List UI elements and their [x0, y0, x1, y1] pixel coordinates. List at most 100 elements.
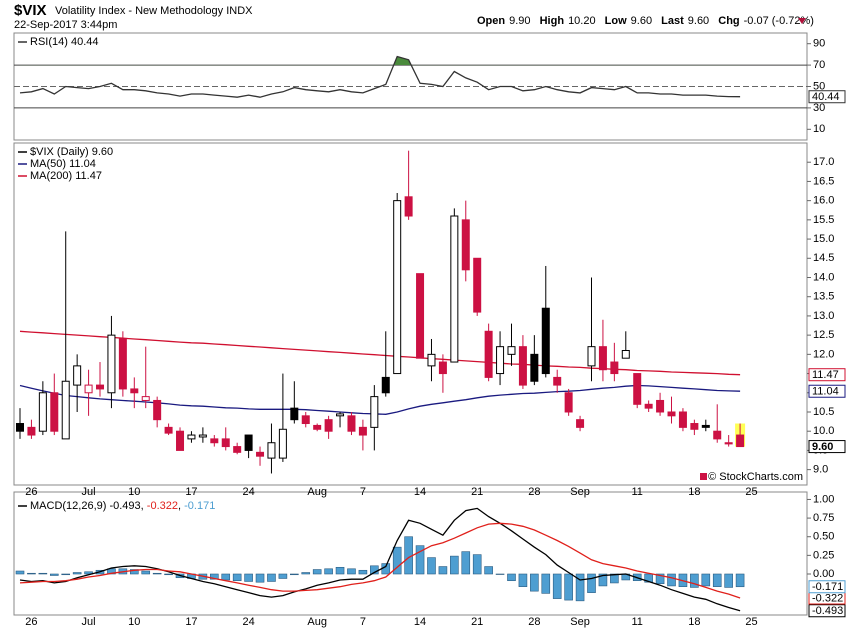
x-tick-label: 28 — [528, 616, 540, 628]
histogram-bar — [84, 571, 93, 575]
x-tick-label: 7 — [360, 486, 366, 498]
y-tick-label: 1.00 — [813, 493, 834, 505]
value-tag-box — [808, 604, 846, 618]
value-tag-box — [808, 384, 846, 398]
histogram-bar — [61, 573, 71, 576]
histogram-bar — [587, 573, 596, 593]
histogram-bar — [301, 572, 311, 575]
logo-icon — [700, 473, 707, 480]
candle-body — [667, 411, 676, 417]
histogram-bar — [15, 570, 25, 575]
legend-entry: $VIX (Daily) 9.60 — [30, 146, 113, 158]
candle-body — [244, 434, 253, 451]
histogram-bar — [221, 573, 231, 581]
candle-body — [644, 403, 653, 409]
histogram-bar — [267, 573, 276, 582]
candle-body — [176, 430, 185, 451]
date: 22-Sep-2017 3:44pm — [14, 19, 117, 31]
histogram-bar — [27, 572, 36, 575]
y-tick-label: 30 — [813, 102, 825, 114]
panel-frame — [13, 142, 808, 486]
histogram-bar — [438, 566, 448, 575]
security-name: Volatility Index - New Methodology INDX — [55, 5, 253, 17]
x-tick-label: Jul — [82, 486, 96, 498]
overbought-area — [393, 56, 412, 66]
value-tag-box — [808, 368, 846, 382]
y-tick-label: 13.0 — [813, 310, 834, 322]
series-line — [19, 55, 741, 98]
x-tick-label: 17 — [185, 486, 197, 498]
legend-entry: RSI(14) 40.44 — [30, 36, 98, 48]
histogram-bar — [49, 573, 59, 576]
candle-body — [438, 361, 447, 375]
y-tick-label: 50 — [813, 80, 825, 92]
x-tick-label: 10 — [128, 486, 140, 498]
histogram-bar — [564, 573, 573, 601]
candle-body — [164, 426, 173, 434]
value-tag-box — [808, 440, 846, 454]
x-tick-label: 14 — [414, 486, 426, 498]
legend-entry: MA(50) 11.04 — [30, 158, 96, 170]
histogram-bar — [141, 570, 151, 575]
histogram-bar — [495, 573, 505, 575]
histogram-bar — [404, 536, 413, 575]
candle-body — [541, 307, 550, 375]
value-tag: -0.493 — [812, 605, 843, 617]
histogram-bar — [107, 568, 116, 575]
candle-body — [153, 399, 162, 421]
histogram-bar — [232, 573, 242, 582]
histogram-bar — [152, 572, 162, 575]
histogram-bar — [701, 573, 711, 587]
legend-entry: MA(200) 11.47 — [30, 170, 102, 182]
candle-body — [576, 419, 585, 428]
histogram-bar — [290, 573, 299, 576]
quote-label: High — [540, 15, 565, 27]
candle-body — [484, 330, 493, 378]
histogram-bar — [130, 569, 139, 575]
quote-value: 9.60 — [688, 15, 709, 27]
histogram-bar — [347, 568, 356, 575]
candle-body — [690, 423, 699, 430]
histogram-bar — [655, 573, 665, 584]
series-line — [19, 522, 741, 599]
y-tick-label: 0.50 — [813, 531, 834, 543]
histogram-bar — [461, 551, 471, 575]
histogram-bar — [427, 557, 436, 575]
candle-body — [701, 424, 710, 428]
histogram-bar — [644, 573, 653, 583]
histogram-bar — [507, 573, 516, 582]
x-tick-label: Sep — [570, 616, 590, 628]
y-tick-label: 17.0 — [813, 156, 834, 168]
y-tick-label: 0.75 — [813, 512, 834, 524]
x-tick-label: 17 — [185, 616, 197, 628]
candle-body — [84, 384, 93, 394]
candle-body — [496, 346, 505, 375]
candle-body — [256, 451, 265, 457]
y-tick-label: 0.00 — [813, 568, 834, 580]
histogram-bar — [518, 573, 528, 587]
histogram-bar — [255, 573, 265, 583]
candle-body — [336, 413, 345, 417]
y-tick-label: 14.0 — [813, 271, 834, 283]
candle-body — [656, 399, 665, 413]
candle-body — [587, 346, 596, 367]
candle-body — [61, 380, 70, 440]
candle-body — [633, 373, 642, 405]
histogram-bar — [610, 573, 619, 584]
candle-body — [187, 434, 196, 440]
x-tick-label: 26 — [25, 486, 37, 498]
series-line — [19, 384, 741, 415]
histogram-bar — [164, 573, 173, 576]
x-tick-label: 18 — [688, 486, 700, 498]
histogram-bar — [392, 546, 402, 575]
candle-body — [27, 426, 36, 436]
x-tick-label: 18 — [688, 616, 700, 628]
quote: Open 9.90 High 10.20 Low 9.60 Last 9.60 Chg -… — [477, 15, 814, 27]
x-tick-label: 10 — [128, 616, 140, 628]
candle-body — [118, 338, 127, 390]
value-tag-box — [808, 580, 846, 594]
candle-body — [621, 350, 630, 359]
x-tick-label: Aug — [307, 616, 327, 628]
x-tick-label: 24 — [242, 486, 254, 498]
candle-body — [347, 415, 356, 432]
